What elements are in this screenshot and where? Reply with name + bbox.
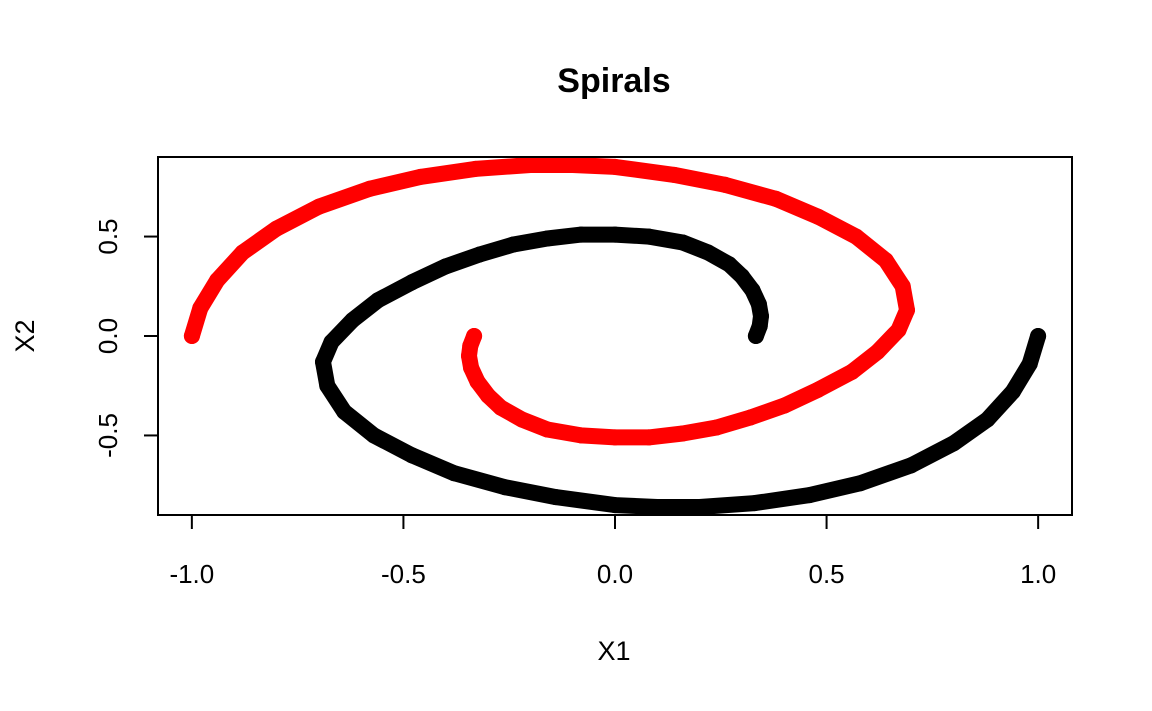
spiral-point [607, 429, 623, 446]
spiral-point [894, 278, 911, 295]
spiral-series-2 [183, 157, 915, 446]
spiral-point [903, 457, 920, 474]
spiral-point [564, 157, 581, 173]
y-tick-label: 0.5 [93, 218, 123, 254]
spiral-point [573, 226, 590, 243]
spiral-point [810, 381, 827, 398]
spiral-point [640, 429, 657, 446]
spiral-point [437, 258, 454, 275]
spiral-point [492, 399, 509, 416]
spiral-point [234, 244, 251, 261]
spiral-point [733, 268, 750, 285]
spiral-point [361, 180, 378, 197]
spiral-point [573, 427, 590, 444]
spiral-point [979, 411, 996, 428]
spiral-point [1004, 383, 1021, 400]
spiral-point [446, 465, 463, 482]
spiral-point [674, 425, 691, 442]
spiral-point [467, 160, 484, 177]
spiral-line [315, 226, 1047, 515]
series-layer [183, 157, 1047, 515]
spiral-point [691, 499, 708, 515]
spiral-point [640, 228, 657, 245]
spiral-point [649, 499, 666, 515]
spiral-point [323, 334, 340, 350]
chart-title: Spirals [557, 62, 670, 100]
spiral-point [607, 158, 623, 175]
spiral-point [336, 403, 353, 420]
x-tick-label: 1.0 [1020, 559, 1056, 589]
spiral-point [461, 347, 477, 364]
spiral-series-1 [315, 226, 1047, 515]
spiral-point [344, 312, 361, 329]
spiral-point [513, 411, 530, 428]
y-tick-label: 0.0 [93, 318, 123, 354]
spiral-point [497, 479, 513, 496]
spiral-point [1030, 328, 1047, 344]
spiral-point [810, 208, 827, 225]
spiral-point [505, 236, 522, 253]
spiral-point [877, 252, 894, 269]
spiral-point [471, 246, 488, 263]
spiral-point [607, 226, 623, 243]
spiral-point [412, 168, 429, 185]
spiral-point [717, 176, 733, 193]
y-tick-label: -0.5 [93, 413, 123, 458]
spiral-point [753, 308, 769, 325]
spiral-point [700, 244, 717, 261]
y-axis: -0.5 0.0 0.5 [93, 218, 159, 458]
spiral-point [403, 274, 420, 291]
spiral-point [539, 421, 556, 438]
spiral-point [746, 495, 763, 512]
spiral-point [899, 302, 915, 319]
spiral-point [463, 359, 480, 376]
spiral-point [750, 296, 767, 313]
spiral-point [268, 220, 285, 237]
spiral-point [721, 256, 738, 273]
spiral-point [315, 353, 331, 370]
spiral-point [522, 157, 539, 173]
spiral-point [403, 447, 420, 464]
spiral-point [370, 292, 386, 309]
spiral-point [708, 419, 725, 436]
spiral-point [744, 282, 761, 299]
x-tick-label: -1.0 [169, 559, 214, 589]
spiral-point [365, 427, 382, 444]
spiral-point [852, 475, 869, 492]
spiral-point [607, 497, 623, 514]
spiral-point [310, 198, 327, 215]
spiral-point [666, 166, 683, 183]
spiral-point [767, 190, 784, 207]
y-axis-label: X2 [10, 319, 40, 352]
x-axis-label: X1 [597, 636, 630, 666]
spiral-point [319, 377, 336, 394]
spiral-point [776, 397, 793, 414]
spiral-point [844, 363, 860, 380]
x-tick-label: 0.0 [597, 559, 633, 589]
spiral-point [848, 228, 865, 245]
spiral-point [945, 435, 962, 452]
spiral-point [890, 322, 907, 338]
spiral-point [1021, 355, 1038, 372]
x-tick-label: 0.5 [808, 559, 844, 589]
spiral-point [869, 343, 886, 360]
x-axis: -1.0 -0.5 0.0 0.5 1.0 [169, 514, 1056, 589]
spiral-point [192, 300, 209, 317]
spiral-point [742, 409, 759, 426]
spiral-line [183, 157, 915, 446]
spiral-point [480, 387, 497, 404]
spiral-point [801, 487, 818, 504]
spiral-point [209, 272, 226, 289]
spiral-point [539, 230, 556, 247]
x-tick-label: -0.5 [381, 559, 426, 589]
spiral-point [183, 328, 200, 344]
spiral-point [547, 489, 564, 506]
spiral-point [674, 234, 691, 251]
spiral-point [469, 373, 486, 390]
